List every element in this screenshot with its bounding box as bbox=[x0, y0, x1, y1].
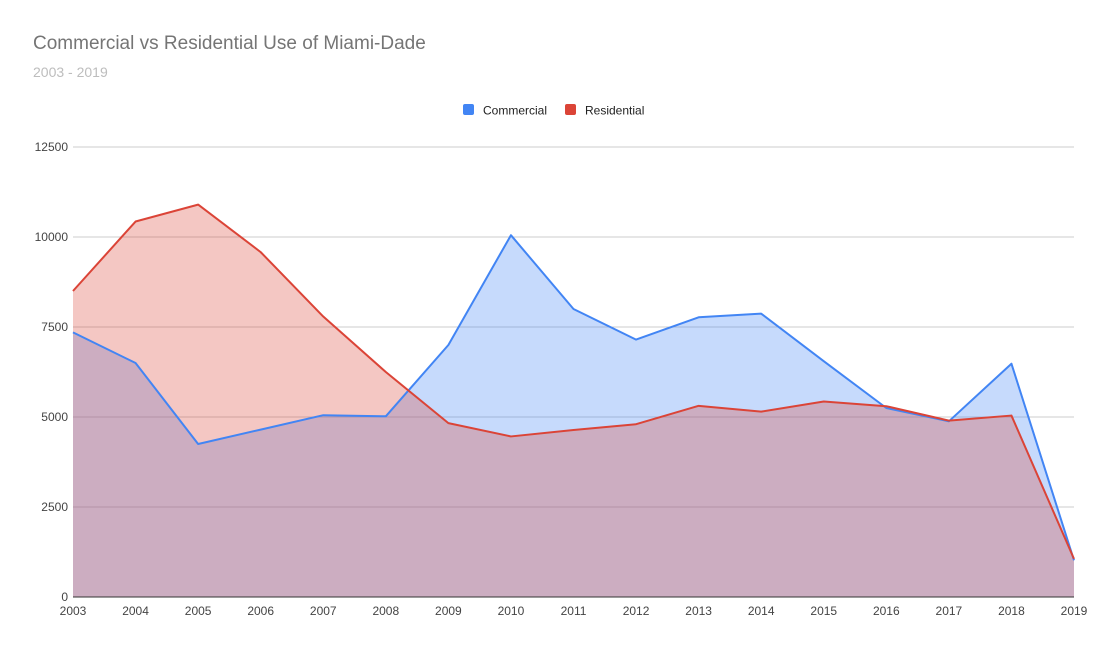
x-tick-label: 2010 bbox=[498, 604, 525, 618]
axes: 0 2500 5000 7500 10000 12500 2003 2004 2005 2006 2… bbox=[35, 140, 1088, 618]
legend-swatch-commercial bbox=[463, 104, 474, 115]
series-areas bbox=[73, 204, 1074, 597]
x-tick-label: 2014 bbox=[748, 604, 775, 618]
legend: Commercial Residential bbox=[463, 104, 644, 118]
series-lines bbox=[72, 203, 1075, 561]
series-area-residential bbox=[73, 204, 1074, 597]
x-tick-label: 2011 bbox=[561, 604, 587, 618]
chart-subtitle: 2003 - 2019 bbox=[33, 64, 108, 80]
series-area-commercial bbox=[73, 235, 1074, 597]
x-tick-label: 2009 bbox=[435, 604, 462, 618]
x-tick-label: 2013 bbox=[685, 604, 712, 618]
x-tick-label: 2019 bbox=[1061, 604, 1088, 618]
y-tick-label: 10000 bbox=[35, 230, 69, 244]
chart-title: Commercial vs Residential Use of Miami-D… bbox=[33, 33, 426, 54]
x-tick-label: 2004 bbox=[122, 604, 149, 618]
legend-label-residential: Residential bbox=[585, 104, 644, 118]
y-tick-label: 12500 bbox=[35, 140, 69, 154]
y-tick-label: 2500 bbox=[41, 500, 68, 514]
x-tick-label: 2003 bbox=[60, 604, 87, 618]
legend-label-commercial: Commercial bbox=[483, 104, 547, 118]
y-tick-label: 7500 bbox=[41, 320, 68, 334]
x-tick-label: 2015 bbox=[810, 604, 837, 618]
x-tick-label: 2006 bbox=[247, 604, 274, 618]
x-tick-label: 2012 bbox=[623, 604, 650, 618]
x-tick-label: 2008 bbox=[372, 604, 399, 618]
y-tick-label: 5000 bbox=[41, 410, 68, 424]
x-tick-label: 2007 bbox=[310, 604, 337, 618]
y-tick-label: 0 bbox=[61, 590, 68, 604]
legend-swatch-residential bbox=[565, 104, 576, 115]
x-tick-label: 2005 bbox=[185, 604, 212, 618]
x-tick-label: 2017 bbox=[936, 604, 963, 618]
x-tick-label: 2018 bbox=[998, 604, 1025, 618]
x-tick-label: 2016 bbox=[873, 604, 900, 618]
